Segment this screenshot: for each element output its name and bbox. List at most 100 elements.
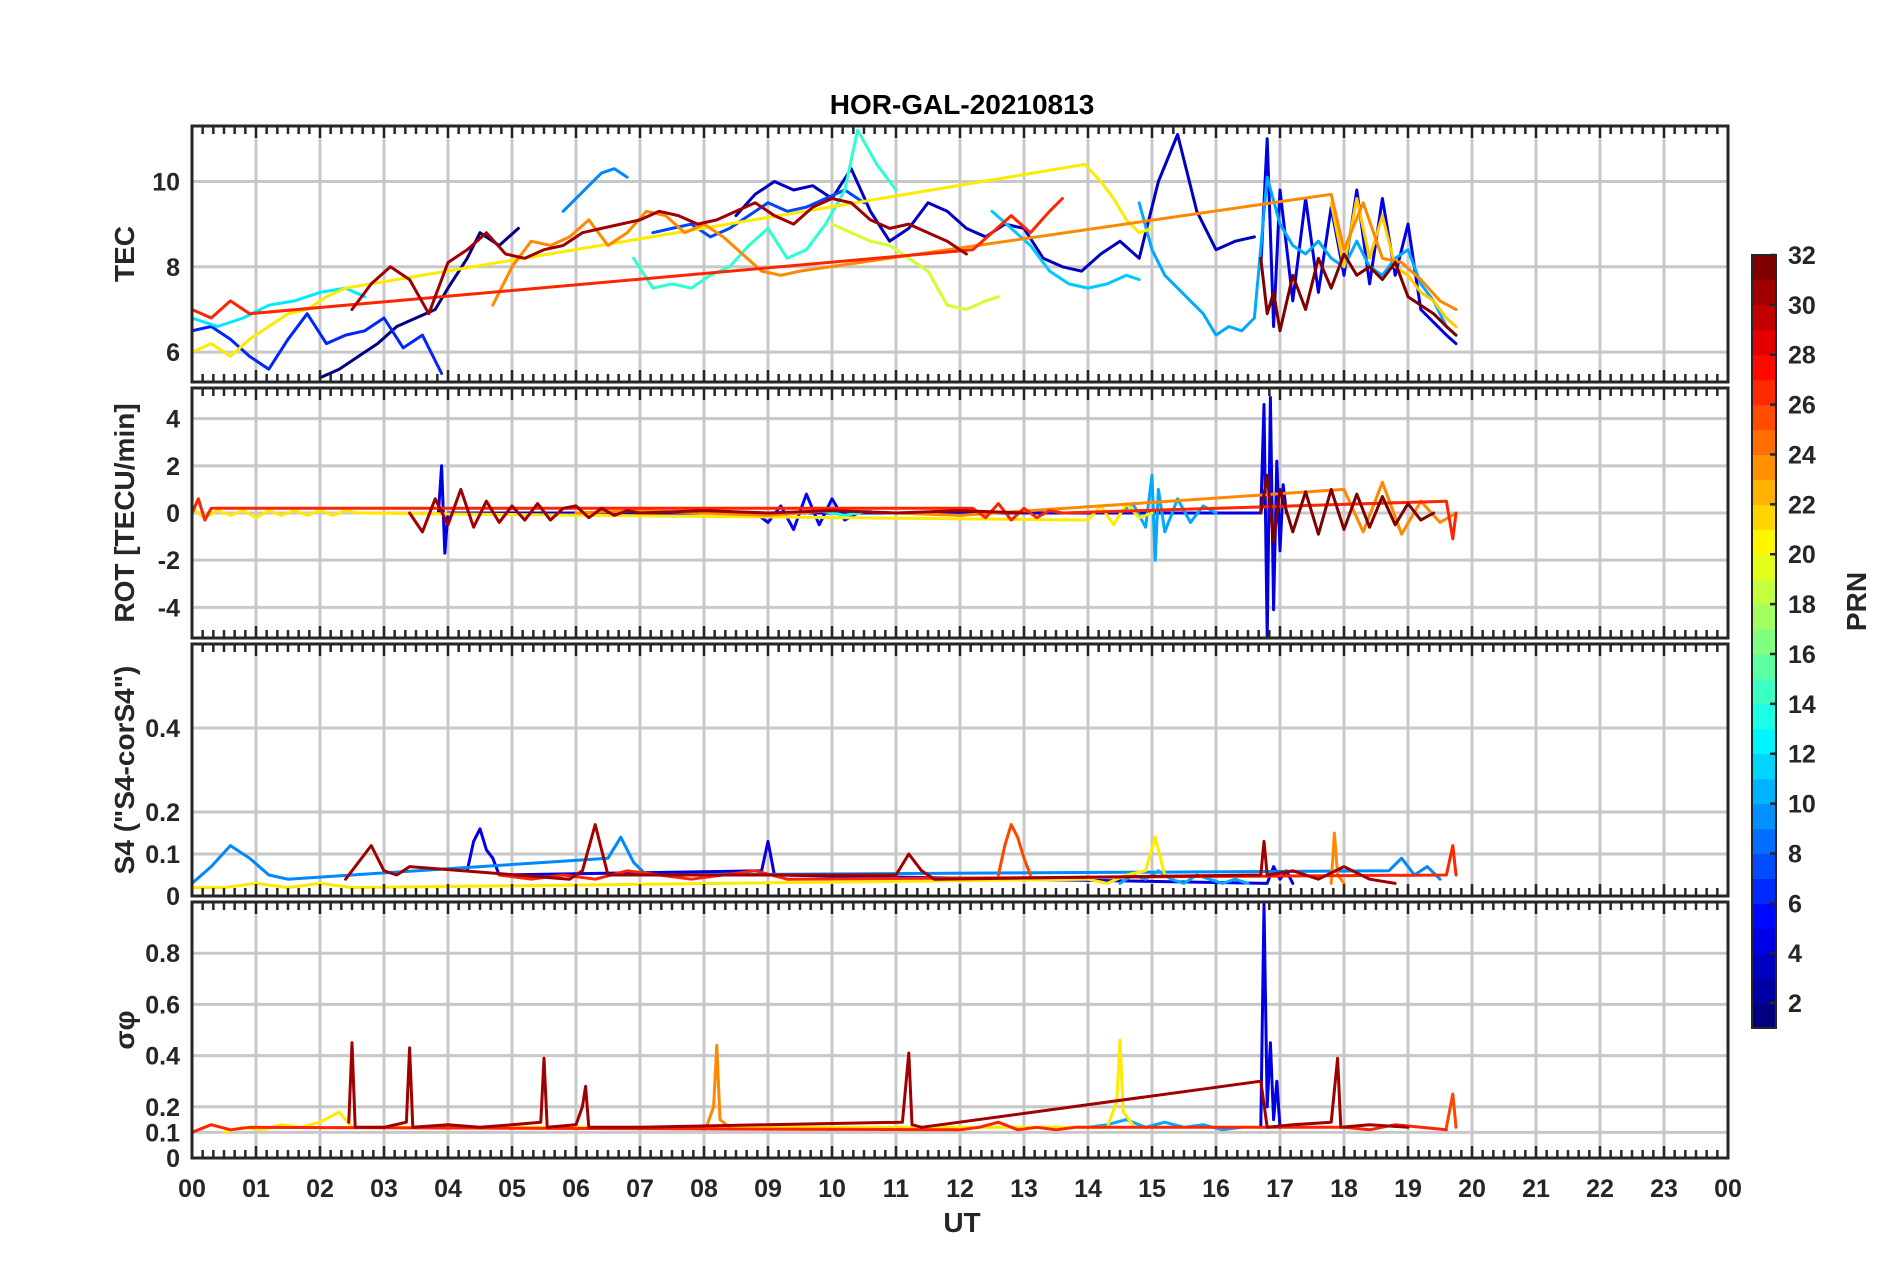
series-line-prn-4 [1259,903,1282,1129]
figure-title: HOR-GAL-20210813 [830,89,1095,120]
series-line-prn-6 [192,312,444,375]
colorbar-tick-label: 6 [1788,890,1802,918]
x-tick-label: 06 [562,1175,590,1203]
colorbar-segment [1752,579,1776,605]
x-tick-label: 14 [1074,1175,1102,1203]
series-line-prn-21 [192,502,1154,527]
x-axis-label: UT [943,1207,980,1238]
series-group [192,395,1458,638]
y-axis-label: S4 ("S4-corS4") [109,666,140,875]
x-tick-label: 00 [178,1175,206,1203]
series-line-prn-27 [192,1120,1448,1134]
series-line-prn-21 [192,162,1154,358]
y-tick-label: 10 [152,168,180,196]
series-line-prn-10 [1137,175,1458,337]
series-line-prn-10 [1118,473,1218,562]
colorbar-segment [1752,803,1776,830]
series-line-prn-14 [632,128,898,290]
colorbar-segment [1752,354,1776,381]
colorbar-segment [1752,529,1776,555]
colorbar-segment [1752,753,1776,780]
y-tick-label: 4 [166,406,180,434]
colorbar-segment [1752,429,1776,456]
series-line-prn-27 [192,497,1458,541]
series-line-prn-24 [491,192,1458,311]
x-tick-label: 08 [690,1175,718,1203]
series-line-prn-31 [408,487,1026,534]
series-line-prn-27 [192,197,1064,320]
colorbar-tick-label: 26 [1788,392,1816,420]
series-group [192,128,1458,380]
y-tick-label: 0.4 [145,715,180,743]
y-tick-label: 0 [166,883,180,911]
colorbar-segment [1752,953,1776,979]
colorbar-segment [1752,1003,1776,1029]
colorbar-tick-label: 2 [1788,990,1802,1018]
x-tick-label: 07 [626,1175,654,1203]
y-tick-label: 0.1 [145,841,180,869]
series-line-prn-19 [830,222,1000,311]
colorbar-segment [1752,629,1776,655]
colorbar-segment [1752,978,1776,1004]
x-tick-label: 03 [370,1175,398,1203]
colorbar-segment [1752,554,1776,580]
colorbar-tick-label: 12 [1788,741,1816,769]
series-group [192,903,1458,1134]
x-tick-label: 22 [1586,1175,1614,1203]
colorbar-segment [1752,329,1776,356]
colorbar-segment [1752,678,1776,705]
y-tick-label: 0.2 [145,1094,180,1122]
x-tick-label: 21 [1522,1175,1550,1203]
colorbar-segment [1752,304,1776,331]
colorbar-tick-label: 30 [1788,292,1816,320]
x-tick-label: 11 [883,1175,910,1203]
series-line-prn-9 [192,835,1442,885]
x-tick-label: 13 [1010,1175,1038,1203]
y-tick-label: 0.6 [145,991,180,1019]
colorbar-segment [1752,878,1776,904]
series-line-prn-32 [1259,252,1458,337]
colorbar-tick-label: 22 [1788,491,1816,519]
colorbar-tick-label: 10 [1788,791,1816,819]
y-axis-label: ROT [TECU/min] [109,403,140,622]
colorbar-tick-label: 28 [1788,342,1816,370]
x-tick-label: 04 [434,1175,462,1203]
series-line-prn-31 [344,823,1397,885]
y-tick-label: 6 [166,339,180,367]
series-line-prn-9 [561,167,629,213]
series-line-prn-22 [1329,197,1458,328]
series-line-prn-26 [1444,1092,1458,1129]
series-line-prn-21 [222,1038,1135,1134]
series-line-prn-26 [996,823,1032,877]
x-tick-label: 15 [1138,1175,1166,1203]
x-tick-label: 12 [946,1175,974,1203]
panel-s4: 0 0.1 0.2 0.4S4 ("S4-corS4") [109,642,1730,911]
colorbar-segment [1752,653,1776,680]
x-tick-label: 10 [818,1175,846,1203]
colorbar-segment [1752,703,1776,730]
x-tick-label: 09 [754,1175,782,1203]
series-line-prn-24 [574,480,1458,536]
x-axis: 00 01 02 03 04 05 06 07 08 09 10 11 12 13 14 15 16 17 18 19… [178,1175,1742,1203]
colorbar-tick-label: 16 [1788,641,1816,669]
x-tick-label: 01 [242,1175,270,1203]
colorbar-segment [1752,903,1776,929]
y-tick-label: 0.2 [145,799,180,827]
y-tick-label: 8 [166,254,180,282]
colorbar-segment [1752,604,1776,630]
colorbar-tick-label: 14 [1788,691,1816,719]
series-group [192,823,1458,890]
x-tick-label: 18 [1330,1175,1358,1203]
colorbar-segment [1752,853,1776,879]
y-tick-label: 0 [166,1145,180,1173]
x-tick-label: 00 [1714,1175,1742,1203]
colorbar-tick-label: 20 [1788,541,1816,569]
x-tick-label: 05 [498,1175,526,1203]
colorbar-segment [1752,279,1776,306]
series-line-prn-31 [347,1041,1410,1129]
series-line-prn-11 [990,209,1141,290]
x-tick-label: 19 [1394,1175,1422,1203]
panel-rot: -4 -2 0 2 4 ROT [TECU/min] [109,386,1730,640]
